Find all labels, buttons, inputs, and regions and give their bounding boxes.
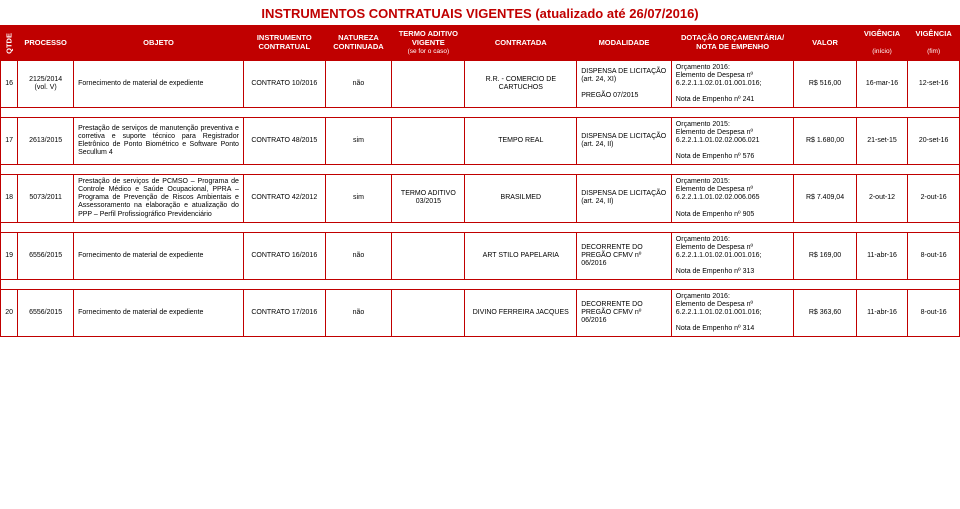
table-header-row: QTDE PROCESSO OBJETO INSTRUMENTO CONTRAT… (1, 26, 960, 61)
col-qtde: QTDE (1, 26, 18, 61)
cell-valor: R$ 169,00 (794, 232, 856, 279)
table-row: 185073/2011Prestação de serviços de PCMS… (1, 175, 960, 222)
col-vig-inicio-sub: (início) (872, 48, 892, 55)
cell-modalidade: DISPENSA DE LICITAÇÃO (art. 24, II) (577, 175, 672, 222)
cell-instrumento: CONTRATO 16/2016 (243, 232, 325, 279)
cell-natureza: não (325, 232, 392, 279)
cell-objeto: Fornecimento de material de expediente (74, 60, 244, 107)
cell-natureza: sim (325, 118, 392, 165)
cell-valor: R$ 516,00 (794, 60, 856, 107)
cell-dotacao: Orçamento 2016: Elemento de Despesa nº 6… (671, 232, 794, 279)
col-vig-inicio: VIGÊNCIA (início) (856, 26, 908, 61)
cell-inicio: 2-out-12 (856, 175, 908, 222)
col-contratada: CONTRATADA (465, 26, 577, 61)
cell-natureza: não (325, 60, 392, 107)
cell-valor: R$ 1.680,00 (794, 118, 856, 165)
cell-termo (392, 60, 465, 107)
cell-fim: 20-set-16 (908, 118, 960, 165)
cell-valor: R$ 7.409,04 (794, 175, 856, 222)
cell-processo: 6556/2015 (18, 289, 74, 336)
cell-qtde: 18 (1, 175, 18, 222)
col-vig-fim-sub: (fim) (927, 48, 940, 55)
col-valor: VALOR (794, 26, 856, 61)
cell-dotacao: Orçamento 2015: Elemento de Despesa nº 6… (671, 175, 794, 222)
cell-contratada: R.R. - COMERCIO DE CARTUCHOS (465, 60, 577, 107)
col-natureza: NATUREZA CONTINUADA (325, 26, 392, 61)
spacer-row (1, 108, 960, 118)
cell-inicio: 11-abr-16 (856, 289, 908, 336)
col-vig-inicio-top: VIGÊNCIA (864, 29, 900, 38)
col-termo-sub: (se for o caso) (408, 48, 450, 55)
cell-qtde: 19 (1, 232, 18, 279)
cell-dotacao: Orçamento 2016: Elemento de Despesa nº 6… (671, 60, 794, 107)
cell-fim: 8-out-16 (908, 232, 960, 279)
spacer-row (1, 279, 960, 289)
cell-qtde: 20 (1, 289, 18, 336)
cell-fim: 12-set-16 (908, 60, 960, 107)
cell-instrumento: CONTRATO 48/2015 (243, 118, 325, 165)
col-termo-top: TERMO ADITIVO VIGENTE (399, 29, 458, 47)
cell-contratada: BRASILMED (465, 175, 577, 222)
cell-contratada: TEMPO REAL (465, 118, 577, 165)
cell-qtde: 16 (1, 60, 18, 107)
cell-objeto: Fornecimento de material de expediente (74, 232, 244, 279)
cell-inicio: 11-abr-16 (856, 232, 908, 279)
cell-contratada: ART STILO PAPELARIA (465, 232, 577, 279)
cell-processo: 5073/2011 (18, 175, 74, 222)
contracts-table: QTDE PROCESSO OBJETO INSTRUMENTO CONTRAT… (0, 25, 960, 337)
col-dotacao: DOTAÇÃO ORÇAMENTÁRIA/ NOTA DE EMPENHO (671, 26, 794, 61)
spacer-cell (1, 279, 960, 289)
col-termo: TERMO ADITIVO VIGENTE (se for o caso) (392, 26, 465, 61)
cell-fim: 8-out-16 (908, 289, 960, 336)
cell-termo (392, 232, 465, 279)
spacer-cell (1, 222, 960, 232)
page: INSTRUMENTOS CONTRATUAIS VIGENTES (atual… (0, 0, 960, 337)
col-vig-fim-top: VIGÊNCIA (916, 29, 952, 38)
cell-dotacao: Orçamento 2016: Elemento de Despesa nº 6… (671, 289, 794, 336)
page-title: INSTRUMENTOS CONTRATUAIS VIGENTES (atual… (0, 0, 960, 25)
cell-termo (392, 289, 465, 336)
cell-modalidade: DECORRENTE DO PREGÃO CFMV nº 06/2016 (577, 232, 672, 279)
cell-objeto: Fornecimento de material de expediente (74, 289, 244, 336)
col-instrumento: INSTRUMENTO CONTRATUAL (243, 26, 325, 61)
cell-modalidade: DISPENSA DE LICITAÇÃO (art. 24, II) (577, 118, 672, 165)
cell-natureza: não (325, 289, 392, 336)
cell-objeto: Prestação de serviços de PCMSO – Program… (74, 175, 244, 222)
cell-instrumento: CONTRATO 10/2016 (243, 60, 325, 107)
cell-contratada: DIVINO FERREIRA JACQUES (465, 289, 577, 336)
cell-modalidade: DISPENSA DE LICITAÇÃO (art. 24, XI) PREG… (577, 60, 672, 107)
cell-processo: 2125/2014 (vol. V) (18, 60, 74, 107)
cell-termo (392, 118, 465, 165)
cell-qtde: 17 (1, 118, 18, 165)
table-body: 162125/2014 (vol. V)Fornecimento de mate… (1, 60, 960, 336)
cell-processo: 6556/2015 (18, 232, 74, 279)
spacer-row (1, 165, 960, 175)
cell-valor: R$ 363,60 (794, 289, 856, 336)
cell-instrumento: CONTRATO 42/2012 (243, 175, 325, 222)
table-row: 206556/2015Fornecimento de material de e… (1, 289, 960, 336)
cell-modalidade: DECORRENTE DO PREGÃO CFMV nº 06/2016 (577, 289, 672, 336)
table-row: 196556/2015Fornecimento de material de e… (1, 232, 960, 279)
cell-inicio: 21-set-15 (856, 118, 908, 165)
table-row: 162125/2014 (vol. V)Fornecimento de mate… (1, 60, 960, 107)
cell-dotacao: Orçamento 2015: Elemento de Despesa nº 6… (671, 118, 794, 165)
spacer-cell (1, 165, 960, 175)
col-modalidade: MODALIDADE (577, 26, 672, 61)
table-row: 172613/2015Prestação de serviços de manu… (1, 118, 960, 165)
cell-instrumento: CONTRATO 17/2016 (243, 289, 325, 336)
cell-processo: 2613/2015 (18, 118, 74, 165)
cell-objeto: Prestação de serviços de manutenção prev… (74, 118, 244, 165)
cell-natureza: sim (325, 175, 392, 222)
col-objeto: OBJETO (74, 26, 244, 61)
cell-inicio: 16-mar-16 (856, 60, 908, 107)
cell-fim: 2-out-16 (908, 175, 960, 222)
cell-termo: TERMO ADITIVO 03/2015 (392, 175, 465, 222)
col-vig-fim: VIGÊNCIA (fim) (908, 26, 960, 61)
col-processo: PROCESSO (18, 26, 74, 61)
spacer-cell (1, 108, 960, 118)
spacer-row (1, 222, 960, 232)
